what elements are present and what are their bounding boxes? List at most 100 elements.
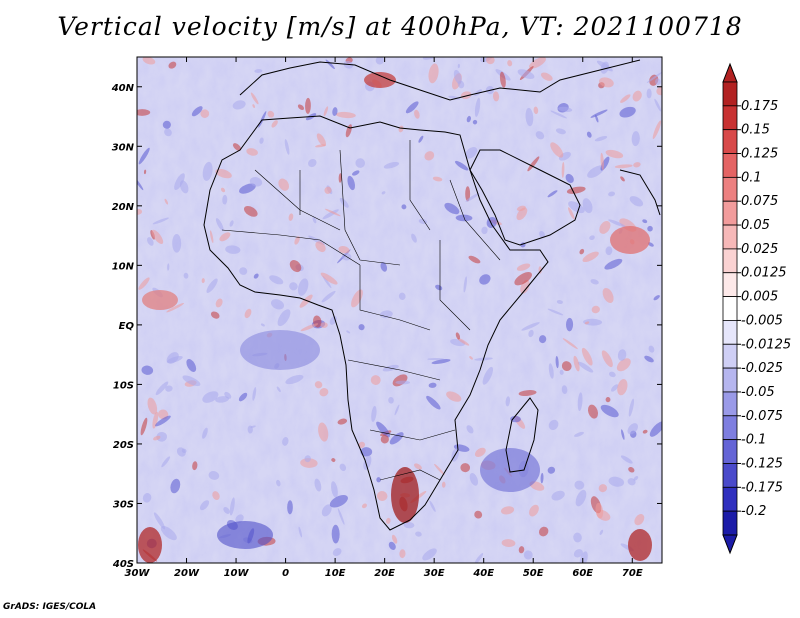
colorbar-label: 0.125 [741,147,778,162]
field-patch [142,57,156,65]
field-patch [168,61,177,69]
field-patch [238,392,248,402]
field-patch [460,463,471,473]
field-patch [282,437,289,446]
field-patch [239,183,256,194]
field-patch [142,493,152,503]
x-tick-label: 30W [125,568,151,579]
field-patch [429,500,436,512]
field-patch [561,361,572,372]
field-patch [235,514,244,524]
field-patch [308,158,317,168]
field-patch [253,273,259,279]
field-patch [565,173,574,184]
field-patch [370,375,381,386]
field-patch [379,310,393,319]
field-patch [331,458,336,462]
field-patch [385,517,391,524]
field-patch [558,106,573,112]
x-tick-label: 20E [374,568,395,579]
field-patch [627,423,638,435]
field-patch [525,107,534,127]
field-patch [259,137,264,144]
field-patch [595,502,604,519]
field-patch [355,158,366,168]
field-patch [596,60,613,72]
field-patch [555,128,566,135]
y-axis-ticks: 40N 30N 20N 10N EQ 10S 20S 30S 40S [111,83,662,570]
field-patch [617,379,628,396]
field-patch [647,225,653,232]
field-patch [294,236,300,245]
field-patch [414,463,422,470]
field-patch [434,463,445,476]
field-patch [472,119,478,125]
x-tick-label: 10E [325,568,346,579]
field-patch [202,161,213,181]
field-patch [466,425,474,434]
field-patch [608,191,616,197]
field-patch [388,396,394,404]
x-tick-label: 10W [224,568,250,579]
field-patch [474,553,484,563]
colorbar-segment [722,296,738,321]
colorbar-segment [722,224,738,250]
field-patch [600,404,619,418]
field-patch [501,539,516,548]
field-patch [455,332,461,340]
field-patch [599,77,614,88]
field-patch [270,299,285,310]
field-patch [160,525,177,541]
field-patch [152,217,169,225]
field-maximum [391,467,419,523]
field-patch [331,524,340,544]
field-patch [474,447,486,458]
field-patch [151,229,164,244]
field-patch [533,106,539,115]
map-frame [136,56,663,564]
field-patch [288,213,294,221]
field-patch [457,80,465,89]
field-patch [581,347,593,366]
field-patch [284,139,290,155]
field-patch [555,355,559,369]
colorbar-segment [722,320,738,345]
colorbar-label: -0.025 [741,361,783,376]
field-patch [619,106,636,118]
field-patch [289,260,302,273]
field-patch [215,218,224,231]
field-patch [600,152,605,171]
field-patch [401,204,407,210]
field-maximum [138,527,162,563]
field-patch [164,128,172,137]
field-patch [315,241,326,253]
field-patch [601,350,613,368]
field-patch [276,479,281,487]
field-patch [428,63,439,84]
field-patch [599,221,611,234]
field-maximum [610,226,650,254]
field-patch [573,355,580,372]
field-patch [550,142,564,158]
field-patch [609,371,616,378]
x-tick-label: 20W [174,568,200,579]
field-patch [516,263,531,271]
field-patch [514,272,532,286]
field-patch [547,466,556,474]
field-patch [577,392,583,411]
field-patch [376,477,381,483]
field-patch [482,366,494,385]
field-patch [466,115,471,123]
field-patch [422,548,437,561]
field-patch [582,198,593,214]
field-patch [505,396,511,407]
field-patch [167,263,170,271]
field-patch [587,404,599,419]
field-patch [492,91,500,102]
field-patch [277,309,291,327]
field-patch [324,186,332,194]
field-patch [538,526,549,537]
field-patch [529,57,546,69]
field-patch [633,476,639,481]
y-tick-label: 40S [112,559,134,570]
